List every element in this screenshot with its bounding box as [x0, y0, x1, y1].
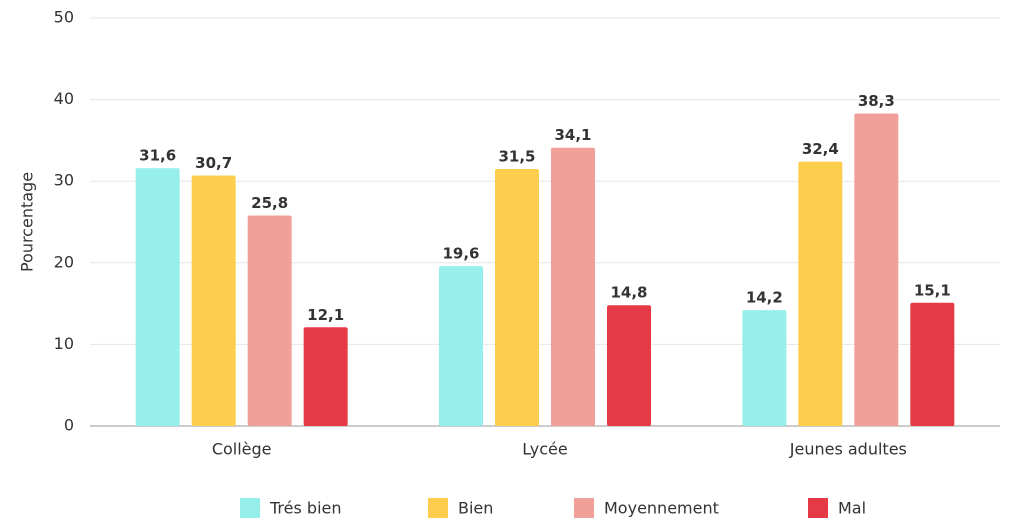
- bar: [607, 305, 651, 426]
- legend-label: Trés bien: [269, 499, 342, 518]
- bar: [439, 266, 483, 426]
- value-label: 31,5: [498, 147, 535, 165]
- bar: [247, 215, 292, 426]
- x-tick-label: Collège: [212, 440, 272, 459]
- value-label: 31,6: [139, 147, 176, 165]
- legend-label: Moyennement: [604, 499, 719, 518]
- y-tick-label: 40: [54, 89, 74, 108]
- value-label: 19,6: [442, 245, 479, 263]
- y-tick-label: 20: [54, 252, 74, 271]
- bar: [551, 147, 595, 426]
- value-label: 38,3: [858, 92, 895, 110]
- bar: [135, 168, 180, 427]
- y-axis-label: Pourcentage: [18, 172, 37, 272]
- bar: [495, 168, 539, 426]
- bar: [303, 327, 348, 426]
- legend-label: Bien: [458, 499, 493, 518]
- legend-swatch: [240, 498, 260, 518]
- bar: [854, 113, 899, 427]
- value-label: 32,4: [802, 140, 839, 158]
- value-label: 25,8: [251, 194, 288, 212]
- y-tick-label: 50: [54, 8, 74, 27]
- legend-label: Mal: [838, 499, 866, 518]
- y-tick-label: 30: [54, 171, 74, 190]
- y-tick-label: 10: [54, 334, 74, 353]
- x-tick-label: Lycée: [522, 440, 567, 459]
- legend-swatch: [574, 498, 594, 518]
- value-label: 12,1: [307, 306, 344, 324]
- bar: [798, 161, 843, 426]
- legend-swatch: [808, 498, 828, 518]
- value-label: 34,1: [554, 126, 591, 144]
- value-label: 14,2: [746, 289, 783, 307]
- value-label: 15,1: [914, 281, 951, 299]
- y-tick-label: 0: [64, 416, 74, 435]
- value-label: 14,8: [610, 284, 647, 302]
- bar: [191, 175, 236, 426]
- bar: [910, 302, 955, 426]
- legend-swatch: [428, 498, 448, 518]
- x-tick-label: Jeunes adultes: [789, 440, 907, 459]
- bar: [742, 310, 787, 426]
- value-label: 30,7: [195, 154, 232, 172]
